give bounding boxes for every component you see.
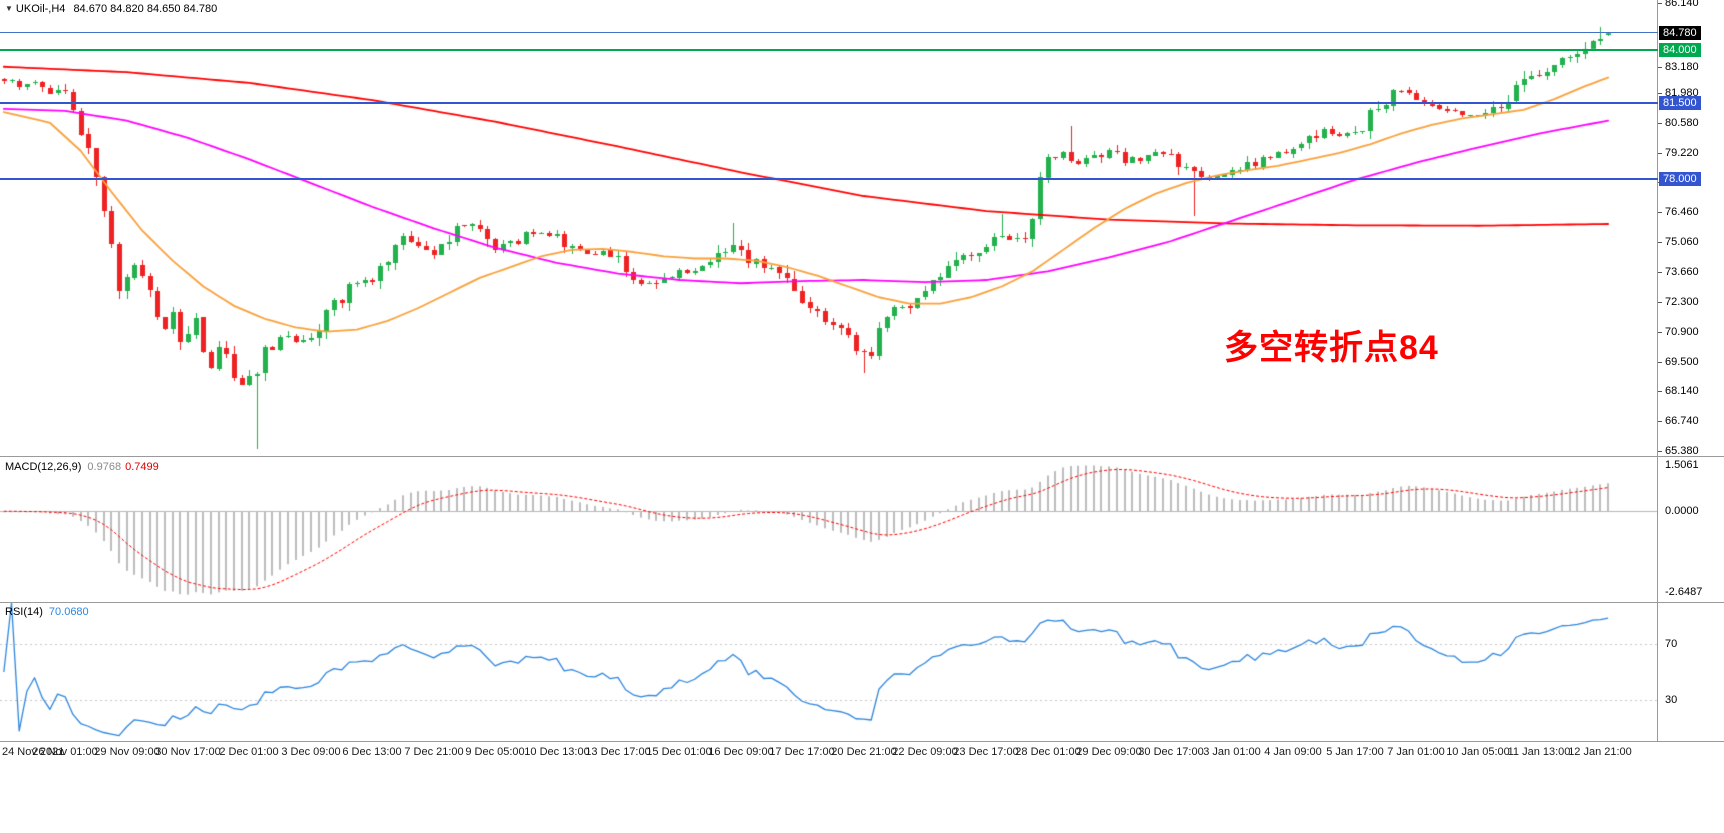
price-axis-label: 68.140 [1665,385,1699,397]
axis-tick [1658,421,1662,422]
panel-separator [0,456,1724,457]
chart-ohlc-values: 84.670 84.820 84.650 84.780 [73,3,218,15]
axis-tick [1658,3,1662,4]
time-label: 30 Nov 17:00 [155,746,221,758]
price-badge-78.000: 78.000 [1659,172,1701,186]
axis-tick [1658,93,1662,94]
rsi-chart-canvas[interactable] [0,603,1658,741]
time-label: 9 Dec 05:00 [465,746,525,758]
time-label: 10 Dec 13:00 [524,746,590,758]
time-label: 4 Jan 09:00 [1264,746,1322,758]
time-label: 29 Nov 09:00 [94,746,160,758]
time-label: 12 Jan 21:00 [1568,746,1632,758]
price-axis-label: 80.580 [1665,117,1699,129]
time-label: 7 Dec 21:00 [404,746,464,758]
time-label: 6 Dec 13:00 [342,746,402,758]
price-badge-84.000: 84.000 [1659,43,1701,57]
time-label: 17 Dec 17:00 [769,746,835,758]
time-label: 5 Jan 17:00 [1326,746,1384,758]
time-label: 3 Dec 09:00 [281,746,341,758]
price-axis-label: 75.060 [1665,236,1699,248]
rsi-label: RSI(14) 70.0680 [5,606,89,618]
price-axis-label: 83.180 [1665,61,1699,73]
price-badge-84.780: 84.780 [1659,26,1701,40]
time-label: 13 Dec 17:00 [585,746,651,758]
macd-axis[interactable]: 1.5061 0.0000 -2.6487 [1658,458,1724,602]
axis-tick [1658,272,1662,273]
price-badge-81.500: 81.500 [1659,96,1701,110]
price-axis-label: 66.740 [1665,415,1699,427]
panel-separator [0,602,1724,603]
price-axis-label: 69.500 [1665,356,1699,368]
price-chart-canvas[interactable] [0,0,1658,456]
time-label: 20 Dec 21:00 [831,746,897,758]
rsi-axis[interactable]: 70 30 [1658,603,1724,741]
price-axis-label: 73.660 [1665,266,1699,278]
rsi-axis-label: 30 [1665,694,1678,706]
axis-tick [1658,362,1662,363]
time-label: 23 Dec 17:00 [953,746,1019,758]
price-axis-label: 79.220 [1665,147,1699,159]
axis-tick [1658,332,1662,333]
axis-tick [1658,212,1662,213]
price-axis-label: 70.900 [1665,326,1699,338]
price-axis[interactable]: 86.14083.18081.98080.58079.22077.86076.4… [1658,0,1724,457]
time-label: 29 Dec 09:00 [1076,746,1142,758]
macd-axis-label: 0.0000 [1665,505,1699,517]
macd-label: MACD(12,26,9) 0.9768 0.7499 [5,461,159,473]
time-label: 7 Jan 01:00 [1387,746,1445,758]
time-label: 3 Jan 01:00 [1203,746,1261,758]
macd-name: MACD(12,26,9) [5,461,82,473]
axis-tick [1658,242,1662,243]
macd-value-main: 0.9768 [87,461,122,473]
rsi-value: 70.0680 [48,606,89,618]
time-label: 15 Dec 01:00 [646,746,712,758]
macd-axis-label: -2.6487 [1665,586,1703,598]
price-axis-label: 65.380 [1665,445,1699,457]
time-label: 28 Dec 01:00 [1015,746,1081,758]
hline-81.500[interactable] [0,102,1658,104]
time-label: 16 Dec 09:00 [708,746,774,758]
rsi-name: RSI(14) [5,606,43,618]
price-axis-label: 86.140 [1665,0,1699,9]
chart-symbol-timeframe: UKOil-,H4 [15,3,66,15]
time-label: 26 Nov 01:00 [32,746,98,758]
macd-axis-label: 1.5061 [1665,459,1699,471]
chart-annotation-text[interactable]: 多空转折点84 [1224,329,1439,367]
price-axis-label: 76.460 [1665,206,1699,218]
chart-dropdown-icon: ▼ [5,4,13,13]
axis-tick [1658,391,1662,392]
rsi-axis-label: 70 [1665,638,1678,650]
axis-separator [1657,0,1658,741]
macd-value-signal: 0.7499 [125,461,159,473]
hline-78.000[interactable] [0,178,1658,180]
time-axis[interactable]: 24 Nov 2021 26 Nov 01:00 29 Nov 09:00 30 No… [0,742,1724,768]
axis-tick [1658,67,1662,68]
time-label: 30 Dec 17:00 [1138,746,1204,758]
time-label: 24 Nov 2021 [2,746,65,758]
axis-tick [1658,302,1662,303]
price-axis-label: 72.300 [1665,296,1699,308]
time-label: 2 Dec 01:00 [219,746,279,758]
axis-tick [1658,451,1662,452]
time-label: 22 Dec 09:00 [892,746,958,758]
hline-84.780 [0,32,1658,33]
hline-84.000[interactable] [0,49,1658,51]
macd-chart-canvas[interactable] [0,458,1658,602]
panel-separator [0,741,1724,742]
time-label: 10 Jan 05:00 [1446,746,1510,758]
axis-tick [1658,123,1662,124]
chart-title: ▼ UKOil-,H4 84.670 84.820 84.650 84.780 [5,3,217,15]
time-label: 11 Jan 13:00 [1507,746,1571,758]
axis-tick [1658,153,1662,154]
